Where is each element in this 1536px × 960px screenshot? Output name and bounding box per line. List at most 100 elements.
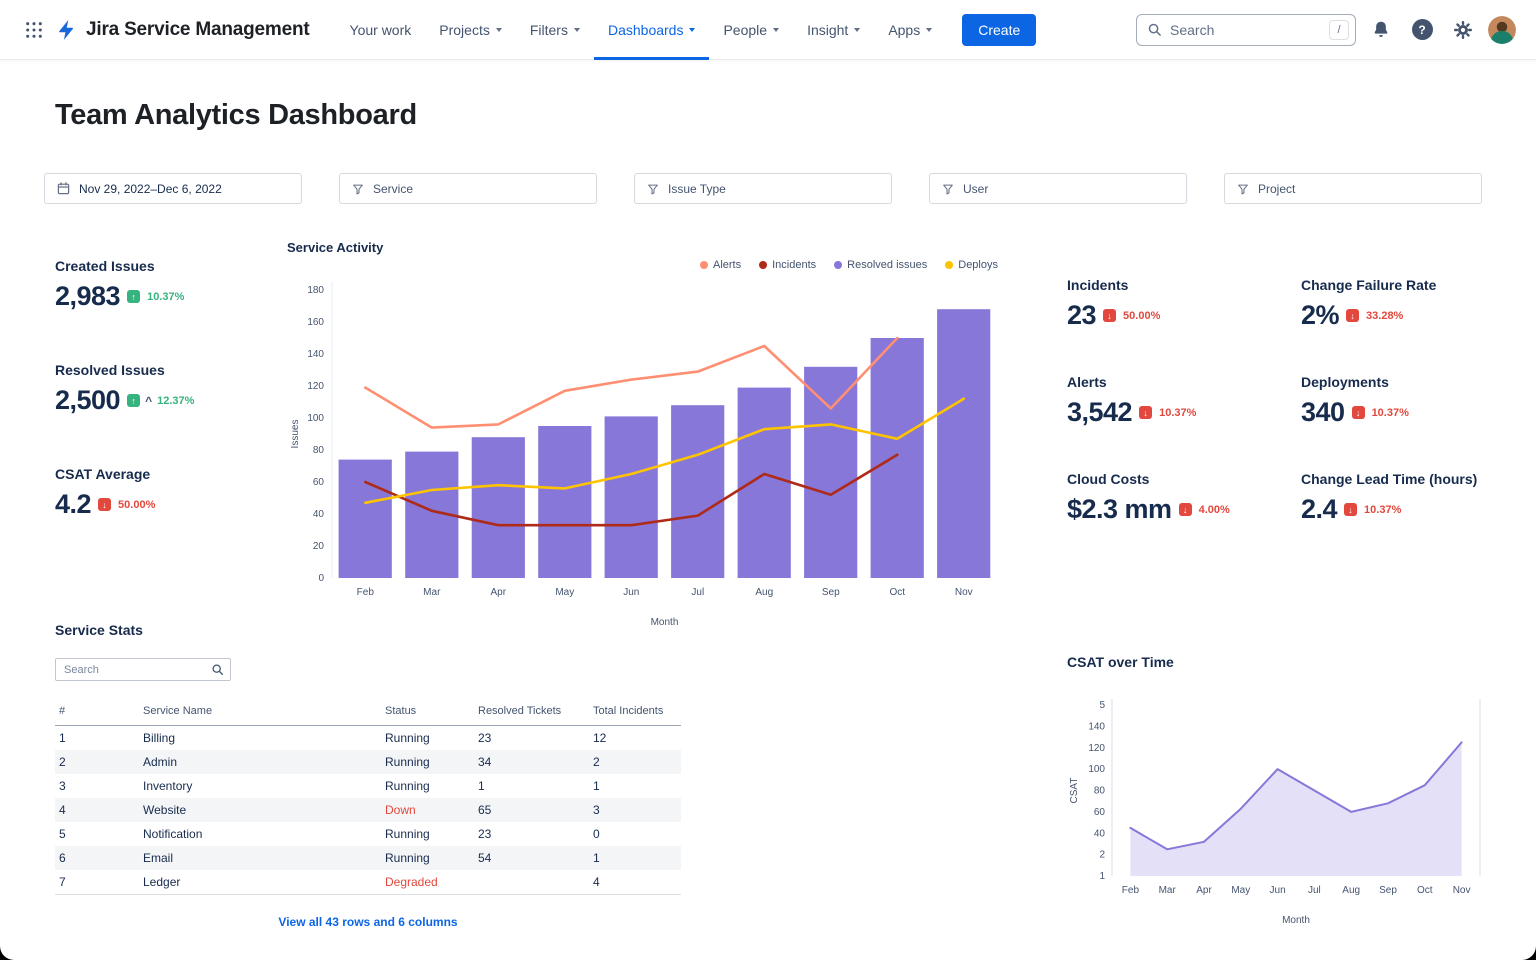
legend-label: Resolved issues: [847, 259, 928, 271]
service-filter[interactable]: Service: [339, 173, 597, 204]
nav-item-your-work[interactable]: Your work: [336, 0, 426, 60]
brand-home-link[interactable]: Jira Service Management: [56, 19, 310, 41]
table-row-inventory[interactable]: 3 Inventory Running 1 1: [55, 774, 681, 798]
cell-resolved-tickets: 23: [478, 731, 492, 745]
service-activity-chart: 0 20 40 60 80 100 120 140 160 180 Feb Mar Apr May Jun J…: [290, 282, 991, 628]
column-header-num[interactable]: #: [55, 699, 139, 726]
cell-index: 5: [59, 827, 66, 841]
help-button[interactable]: ?: [1406, 14, 1438, 46]
issue-type-filter[interactable]: Issue Type: [634, 173, 892, 204]
legend-item-incidents[interactable]: Incidents: [759, 259, 816, 271]
kpi-value: 2.4: [1301, 494, 1338, 524]
svg-text:1: 1: [1099, 871, 1105, 882]
user-avatar[interactable]: [1488, 15, 1516, 44]
trend-up-icon: ↑: [127, 394, 141, 407]
create-button[interactable]: Create: [962, 13, 1037, 46]
cell-total-incidents: 4: [589, 870, 681, 895]
kpi-value: 23: [1067, 300, 1097, 330]
filter-label: User: [963, 181, 989, 196]
legend-item-resolved-issues[interactable]: Resolved issues: [834, 259, 927, 271]
kpi-value: 340: [1301, 397, 1345, 427]
service-stats-table: # Service Name Status Resolved Tickets Total…: [55, 699, 681, 895]
trend-down-icon: ↓: [1139, 406, 1153, 419]
cell-index: 3: [59, 779, 66, 793]
table-row-billing[interactable]: 1 Billing Running 23 12: [55, 726, 681, 751]
filter-label: Issue Type: [668, 181, 726, 196]
chevron-down-icon: [495, 27, 502, 32]
svg-text:Jun: Jun: [623, 587, 639, 598]
kpi-percent: 10.37%: [1364, 503, 1402, 516]
table-search-input[interactable]: [64, 663, 211, 676]
settings-button[interactable]: [1447, 14, 1479, 46]
svg-text:0: 0: [318, 573, 324, 584]
legend-item-alerts[interactable]: Alerts: [700, 259, 741, 271]
kpi-created-issues: Created Issues 2,983 ↑ 10.37%: [55, 258, 285, 310]
svg-text:120: 120: [1088, 743, 1105, 754]
bell-icon: [1370, 19, 1392, 41]
svg-text:160: 160: [307, 317, 324, 328]
date-range-filter[interactable]: Nov 29, 2022–Dec 6, 2022: [44, 173, 302, 204]
cell-index: 1: [59, 731, 66, 745]
service-activity-panel: Service Activity Alerts Incidents Resolved…: [287, 240, 1000, 632]
cell-service-name: Admin: [143, 755, 178, 769]
cell-resolved-tickets: 1: [478, 779, 485, 793]
kpi-cloud-costs: Cloud Costs $2.3 mm ↓ 4.00%: [1067, 471, 1301, 523]
column-header-total-incidents[interactable]: Total Incidents: [589, 699, 681, 726]
nav-item-dashboards[interactable]: Dashboards: [593, 0, 710, 60]
csat-chart: 5 140 120 100 80 60 40 2 1 Feb Mar Apr May Jun Jul Aug S…: [1069, 699, 1481, 926]
kpi-label: Resolved Issues: [55, 362, 165, 378]
kpi-percent: 12.37%: [157, 394, 195, 407]
column-header-service-name[interactable]: Service Name: [139, 699, 381, 726]
cell-resolved-tickets: 34: [478, 755, 492, 769]
nav-item-people[interactable]: People: [709, 0, 793, 60]
cell-service-name: Notification: [143, 827, 203, 841]
table-row-notification[interactable]: 5 Notification Running 23 0: [55, 822, 681, 846]
kpi-percent: 50.00%: [1123, 309, 1161, 322]
legend-label: Alerts: [713, 259, 742, 271]
nav-item-apps[interactable]: Apps: [874, 0, 946, 60]
app-switcher-button[interactable]: [18, 14, 50, 46]
svg-text:180: 180: [307, 285, 324, 296]
cell-index: 2: [59, 755, 66, 769]
caret-up-icon: ^: [145, 393, 153, 408]
svg-text:40: 40: [313, 509, 325, 520]
nav-item-filters[interactable]: Filters: [516, 0, 594, 60]
legend-dot: [700, 261, 708, 269]
column-header-resolved-tickets[interactable]: Resolved Tickets: [474, 699, 589, 726]
jira-logo-icon: [56, 19, 78, 41]
cell-index: 6: [59, 851, 66, 865]
chevron-down-icon: [854, 27, 861, 32]
kpi-label: Created Issues: [55, 258, 155, 274]
search-icon: [211, 663, 224, 676]
svg-text:Nov: Nov: [955, 587, 973, 598]
svg-text:100: 100: [307, 413, 324, 424]
table-row-ledger[interactable]: 7 Ledger Degraded 4: [55, 870, 681, 895]
filter-label: Project: [1258, 181, 1296, 196]
project-filter[interactable]: Project: [1224, 173, 1482, 204]
notifications-button[interactable]: [1365, 14, 1397, 46]
table-search[interactable]: [55, 658, 231, 681]
legend-label: Deploys: [958, 259, 998, 271]
cell-status: Running: [385, 851, 430, 865]
user-filter[interactable]: User: [929, 173, 1187, 204]
view-all-link[interactable]: View all 43 rows and 6 columns: [278, 915, 458, 929]
table-row-admin[interactable]: 2 Admin Running 34 2: [55, 750, 681, 774]
column-header-status[interactable]: Status: [381, 699, 474, 726]
kpi-label: Deployments: [1301, 374, 1389, 390]
global-search[interactable]: /: [1136, 13, 1356, 46]
kpi-percent: 33.28%: [1366, 309, 1404, 322]
search-input[interactable]: [1170, 21, 1321, 38]
kpi-percent: 10.37%: [147, 290, 185, 303]
svg-text:20: 20: [313, 541, 325, 552]
kpi-change-lead-time-hours: Change Lead Time (hours) 2.4 ↓ 10.37%: [1301, 471, 1483, 523]
legend-item-deploys[interactable]: Deploys: [945, 259, 998, 271]
nav-item-projects[interactable]: Projects: [425, 0, 516, 60]
cell-total-incidents: 0: [593, 827, 600, 841]
cell-resolved-tickets: 65: [478, 803, 492, 817]
kpi-incidents: Incidents 23 ↓ 50.00%: [1067, 277, 1301, 329]
table-row-email[interactable]: 6 Email Running 54 1: [55, 846, 681, 870]
nav-item-insight[interactable]: Insight: [793, 0, 874, 60]
cell-status: Running: [385, 731, 430, 745]
csat-panel: CSAT over Time 5 140 120 100 80 60 40 2 1 Feb Mar A…: [1067, 654, 1483, 934]
table-row-website[interactable]: 4 Website Down 65 3: [55, 798, 681, 822]
